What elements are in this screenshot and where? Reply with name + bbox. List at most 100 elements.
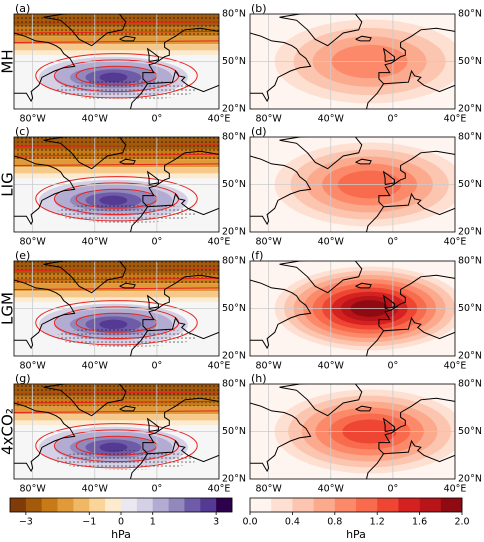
coastline [250,32,312,103]
lat-tick-label: 80°N [458,9,482,20]
colorbar-tick-label: −3 [19,517,33,528]
coastline [147,69,219,93]
lon-tick-label: 40°W [82,484,109,495]
coastline [119,158,136,165]
field [99,442,128,453]
coastline [146,417,159,432]
coastline [147,439,219,463]
map-panel [250,137,455,232]
map-frame [13,383,220,480]
lat-tick-label: 20°N [222,227,246,238]
colorbar-block [89,498,106,512]
colorbar-tick-label: 0.0 [242,517,257,528]
coastline [14,279,76,350]
stipple [14,14,219,37]
lon-tick-label: 80°W [256,484,283,495]
lat-tick-label: 80°N [222,9,246,20]
lat-tick-label: 80°N [458,379,482,390]
field [14,173,219,179]
lat-tick-label: 50°N [222,303,246,314]
field [14,50,219,56]
colorbar-tick-label: 3 [213,517,219,528]
lat-tick-label: 20°N [458,104,482,115]
colorbar-tick-label: −1 [82,517,96,528]
lon-tick-label: 40°E [208,484,231,495]
contour [14,153,219,157]
colorbar-block [136,498,154,512]
contour [14,277,219,281]
colorbar-block [73,498,90,512]
coastline [14,32,76,103]
field [14,420,219,426]
field [14,36,219,45]
colorbar-tick-label: 0.4 [285,517,300,528]
lon-tick-label: 0° [387,114,398,125]
lon-tick-label: 40°E [444,114,467,125]
map-panel [250,14,455,109]
contour [35,300,198,346]
contour [35,176,198,222]
map-panel [14,384,219,479]
panel-label: (f) [251,249,263,262]
colorbar-block [377,498,399,512]
coastline [382,294,395,309]
lat-tick-label: 80°N [222,132,246,143]
map-panel [14,14,219,109]
lon-tick-label: 80°W [256,237,283,248]
colorbar-unit: hPa [111,528,131,541]
coastline [279,384,363,417]
lon-tick-label: 80°W [20,484,47,495]
coastline [43,384,127,417]
field [14,406,219,415]
colorbar-block [419,498,442,512]
coastline [147,192,219,216]
coastline [382,417,395,432]
colorbar-tick-label: 2.0 [454,517,469,528]
coastline [119,282,136,289]
colorbar-block [271,498,293,512]
lat-tick-label: 50°N [222,56,246,67]
colorbar-tick-label: 1 [150,517,156,528]
lon-tick-label: 80°W [256,114,283,125]
coastline [382,170,395,185]
colorbar-frame [249,497,463,513]
lat-tick-label: 50°N [458,56,482,67]
stipple [55,203,196,223]
map-frame [13,136,220,233]
coastline [355,282,372,289]
contour [14,400,219,404]
lon-tick-label: 0° [387,361,398,372]
colorbar-tick-label: 1.2 [370,517,385,528]
contour [35,53,198,99]
coastline [355,35,372,42]
row-label: LIG [0,172,17,196]
panel-label: (g) [15,372,31,385]
lon-tick-label: 40°E [444,484,467,495]
colorbar-block [398,498,420,512]
lat-tick-label: 50°N [222,179,246,190]
colorbar-block [250,498,272,512]
lon-tick-label: 0° [151,361,162,372]
colorbar-block [200,498,217,512]
coastline [382,47,395,62]
colorbar-block [292,498,314,512]
field [99,195,128,206]
row-label: MH [0,49,17,73]
colorbar-tick-label: 1.6 [412,517,427,528]
colorbar-unit: hPa [346,528,366,541]
lat-tick-label: 50°N [458,426,482,437]
contour [35,423,198,469]
map-panel [14,137,219,232]
colorbar-block [152,498,169,512]
colorbar-block [121,498,138,512]
map-panel [14,261,219,356]
coastline [250,402,312,473]
lat-tick-label: 50°N [458,179,482,190]
lon-tick-label: 80°W [256,361,283,372]
coastline [43,137,127,170]
lon-tick-label: 0° [151,237,162,248]
lat-tick-label: 20°N [458,227,482,238]
colorbar-block [440,498,463,512]
panel-label: (a) [15,2,30,15]
